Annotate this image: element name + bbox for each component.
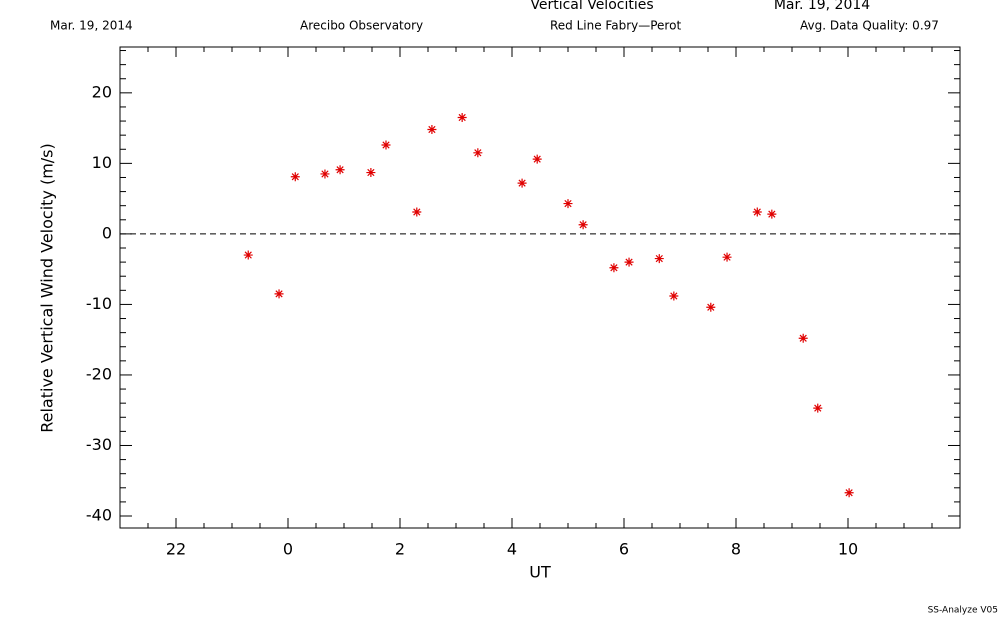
marker	[366, 168, 376, 178]
x-tick-label: 10	[838, 540, 858, 559]
marker	[654, 254, 664, 264]
x-tick-label: 6	[619, 540, 629, 559]
title-date: Mar. 19, 2014	[774, 0, 870, 13]
x-tick-label: 2	[395, 540, 405, 559]
marker	[706, 302, 716, 312]
marker	[517, 178, 527, 188]
y-tick-label: 0	[102, 223, 112, 242]
footer: SS-Analyze V05	[928, 606, 998, 616]
y-tick-label: -20	[86, 364, 112, 383]
marker	[609, 263, 619, 273]
marker	[412, 207, 422, 217]
marker	[669, 291, 679, 301]
marker	[473, 148, 483, 158]
chart-title: Vertical Velocities	[530, 0, 653, 13]
y-axis-label: Relative Vertical Wind Velocity (m/s)	[38, 143, 57, 433]
marker	[813, 403, 823, 413]
y-tick-label: 10	[92, 153, 112, 172]
x-tick-label: 0	[283, 540, 293, 559]
marker	[624, 257, 634, 267]
marker	[752, 207, 762, 217]
x-tick-label: 4	[507, 540, 517, 559]
marker	[274, 289, 284, 299]
marker	[243, 250, 253, 260]
x-tick-label: 22	[166, 540, 186, 559]
marker	[290, 172, 300, 182]
subtitle: Red Line Fabry—Perot	[550, 19, 681, 33]
marker	[381, 140, 391, 150]
marker	[563, 199, 573, 209]
x-tick-label: 8	[731, 540, 741, 559]
y-tick-label: -10	[86, 294, 112, 313]
marker	[427, 125, 437, 135]
marker	[767, 209, 777, 219]
marker	[722, 252, 732, 262]
subtitle: Avg. Data Quality: 0.97	[800, 19, 939, 33]
y-tick-label: -30	[86, 435, 112, 454]
marker	[532, 154, 542, 164]
marker	[578, 220, 588, 230]
marker	[798, 333, 808, 343]
marker	[335, 165, 345, 175]
marker	[457, 113, 467, 123]
marker	[320, 169, 330, 179]
subtitle: Arecibo Observatory	[300, 19, 423, 33]
subtitle: Mar. 19, 2014	[50, 19, 133, 33]
plot-frame	[119, 46, 961, 529]
y-tick-label: 20	[92, 82, 112, 101]
x-axis-label: UT	[529, 563, 551, 582]
marker	[844, 488, 854, 498]
y-tick-label: -40	[86, 506, 112, 525]
